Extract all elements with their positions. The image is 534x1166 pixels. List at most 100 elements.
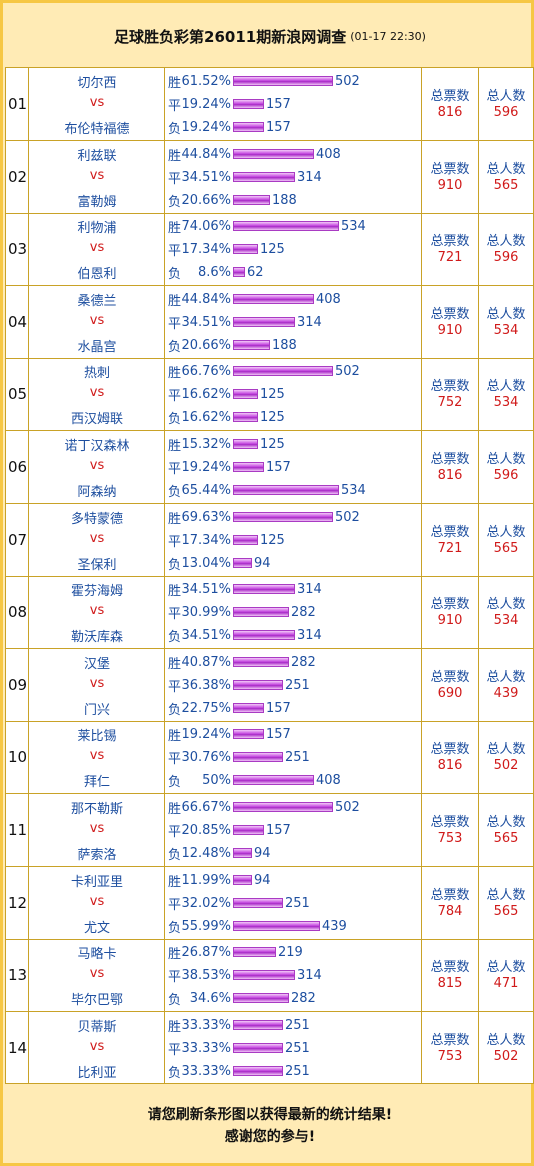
draw-percent: 20.85% xyxy=(181,822,232,838)
draw-percent: 33.33% xyxy=(181,1040,232,1056)
draw-percent: 17.34% xyxy=(181,241,232,257)
win-label: 胜 xyxy=(168,728,182,744)
lose-percent: 8.6% xyxy=(197,264,232,280)
win-vote-bar xyxy=(233,947,277,957)
draw-label: 平 xyxy=(168,534,182,550)
win-vote-bar xyxy=(233,1020,284,1030)
home-team: 热刺 xyxy=(83,366,110,381)
draw-vote-count: 125 xyxy=(260,532,285,548)
away-team: 圣保利 xyxy=(77,558,117,573)
lose-label: 负 xyxy=(168,266,182,282)
draw-vote-bar xyxy=(233,752,284,762)
match-teams: 诺丁汉森林 vs 阿森纳 xyxy=(30,431,165,503)
vote-bars: 胜 66.76% 502 平 16.62% 125 负 16.62% 125 xyxy=(165,358,422,430)
total-people-value: 565 xyxy=(493,904,519,919)
total-people-caption: 总人数 xyxy=(486,452,526,467)
match-row: 10 莱比锡 vs 拜仁 胜 19.24% 157 平 30.76% 251 负 50% 408 总票数 8… xyxy=(6,721,533,794)
lose-percent: 12.48% xyxy=(181,845,232,861)
draw-vote-bar xyxy=(233,99,265,109)
total-votes-value: 752 xyxy=(437,395,463,410)
total-people-cell: 总人数 439 xyxy=(479,649,533,721)
win-label: 胜 xyxy=(168,583,182,599)
total-votes-value: 910 xyxy=(437,613,463,628)
total-people-caption: 总人数 xyxy=(486,960,526,975)
draw-vote-bar xyxy=(233,680,284,690)
vote-bars: 胜 69.63% 502 平 17.34% 125 负 13.04% 94 xyxy=(165,504,422,576)
draw-label: 平 xyxy=(168,98,182,114)
vote-bars: 胜 61.52% 502 平 19.24% 157 负 19.24% 157 xyxy=(165,68,422,140)
total-people-cell: 总人数 534 xyxy=(479,576,533,648)
total-votes-caption: 总票数 xyxy=(430,597,470,612)
total-people-caption: 总人数 xyxy=(486,307,526,322)
win-vote-line: 胜 26.87% 219 xyxy=(168,942,303,962)
win-vote-count: 502 xyxy=(335,73,360,89)
lose-label: 负 xyxy=(168,847,182,863)
total-people-cell: 总人数 596 xyxy=(479,68,533,140)
lose-vote-count: 188 xyxy=(272,192,297,208)
total-people-value: 502 xyxy=(493,1049,519,1064)
total-votes-cell: 总票数 752 xyxy=(422,358,479,430)
draw-vote-line: 平 38.53% 314 xyxy=(168,965,322,985)
match-number: 14 xyxy=(6,1012,29,1084)
lose-vote-bar xyxy=(233,775,315,785)
total-votes-value: 784 xyxy=(437,904,463,919)
win-vote-count: 219 xyxy=(278,944,303,960)
match-teams: 卡利亚里 vs 尤文 xyxy=(30,867,165,939)
home-team: 莱比锡 xyxy=(77,729,117,744)
win-vote-line: 胜 61.52% 502 xyxy=(168,71,360,91)
survey-time: (01-17 22:30) xyxy=(350,29,426,43)
lose-vote-count: 157 xyxy=(266,700,291,716)
win-percent: 19.24% xyxy=(181,726,232,742)
total-votes-cell: 总票数 721 xyxy=(422,504,479,576)
lose-vote-line: 负 34.51% 314 xyxy=(168,625,322,645)
total-people-cell: 总人数 565 xyxy=(479,867,533,939)
footer: 请您刷新条形图以获得最新的统计结果! 感谢您的参与! xyxy=(6,1086,534,1166)
lose-vote-bar xyxy=(233,485,340,495)
vs-label: vs xyxy=(89,1039,105,1054)
lose-percent: 20.66% xyxy=(181,192,232,208)
win-vote-count: 502 xyxy=(335,799,360,815)
win-label: 胜 xyxy=(168,874,182,890)
lose-vote-count: 94 xyxy=(254,845,271,861)
vote-bars: 胜 15.32% 125 平 19.24% 157 负 65.44% 534 xyxy=(165,431,422,503)
draw-vote-count: 251 xyxy=(285,1040,310,1056)
away-team: 门兴 xyxy=(83,703,110,718)
away-team: 水晶宫 xyxy=(77,340,117,355)
win-vote-count: 408 xyxy=(316,146,341,162)
total-votes-cell: 总票数 816 xyxy=(422,431,479,503)
win-vote-line: 胜 34.51% 314 xyxy=(168,579,322,599)
total-people-caption: 总人数 xyxy=(486,670,526,685)
win-vote-line: 胜 44.84% 408 xyxy=(168,144,341,164)
total-people-caption: 总人数 xyxy=(486,742,526,757)
total-people-cell: 总人数 565 xyxy=(479,504,533,576)
draw-label: 平 xyxy=(168,388,182,404)
vote-bars: 胜 44.84% 408 平 34.51% 314 负 20.66% 188 xyxy=(165,286,422,358)
total-votes-value: 690 xyxy=(437,686,463,701)
draw-percent: 17.34% xyxy=(181,532,232,548)
lose-vote-count: 314 xyxy=(297,627,322,643)
draw-vote-bar xyxy=(233,898,284,908)
lose-vote-count: 251 xyxy=(285,1063,310,1079)
draw-percent: 32.02% xyxy=(181,895,232,911)
draw-vote-count: 251 xyxy=(285,749,310,765)
draw-vote-line: 平 34.51% 314 xyxy=(168,167,322,187)
win-vote-count: 534 xyxy=(341,218,366,234)
win-percent: 61.52% xyxy=(181,73,232,89)
total-people-value: 565 xyxy=(493,541,519,556)
draw-percent: 38.53% xyxy=(181,967,232,983)
away-team: 拜仁 xyxy=(83,775,110,790)
draw-percent: 30.99% xyxy=(181,604,232,620)
draw-vote-count: 314 xyxy=(297,169,322,185)
win-label: 胜 xyxy=(168,511,182,527)
win-percent: 11.99% xyxy=(181,872,232,888)
vs-label: vs xyxy=(89,603,105,618)
lose-vote-line: 负 20.66% 188 xyxy=(168,190,297,210)
vote-bars: 胜 19.24% 157 平 30.76% 251 负 50% 408 xyxy=(165,721,422,793)
lose-vote-line: 负 22.75% 157 xyxy=(168,698,291,718)
win-vote-count: 314 xyxy=(297,581,322,597)
lose-vote-bar xyxy=(233,703,265,713)
vs-label: vs xyxy=(89,531,105,546)
lose-vote-line: 负 50% 408 xyxy=(168,770,341,790)
win-percent: 26.87% xyxy=(181,944,232,960)
total-people-caption: 总人数 xyxy=(486,162,526,177)
